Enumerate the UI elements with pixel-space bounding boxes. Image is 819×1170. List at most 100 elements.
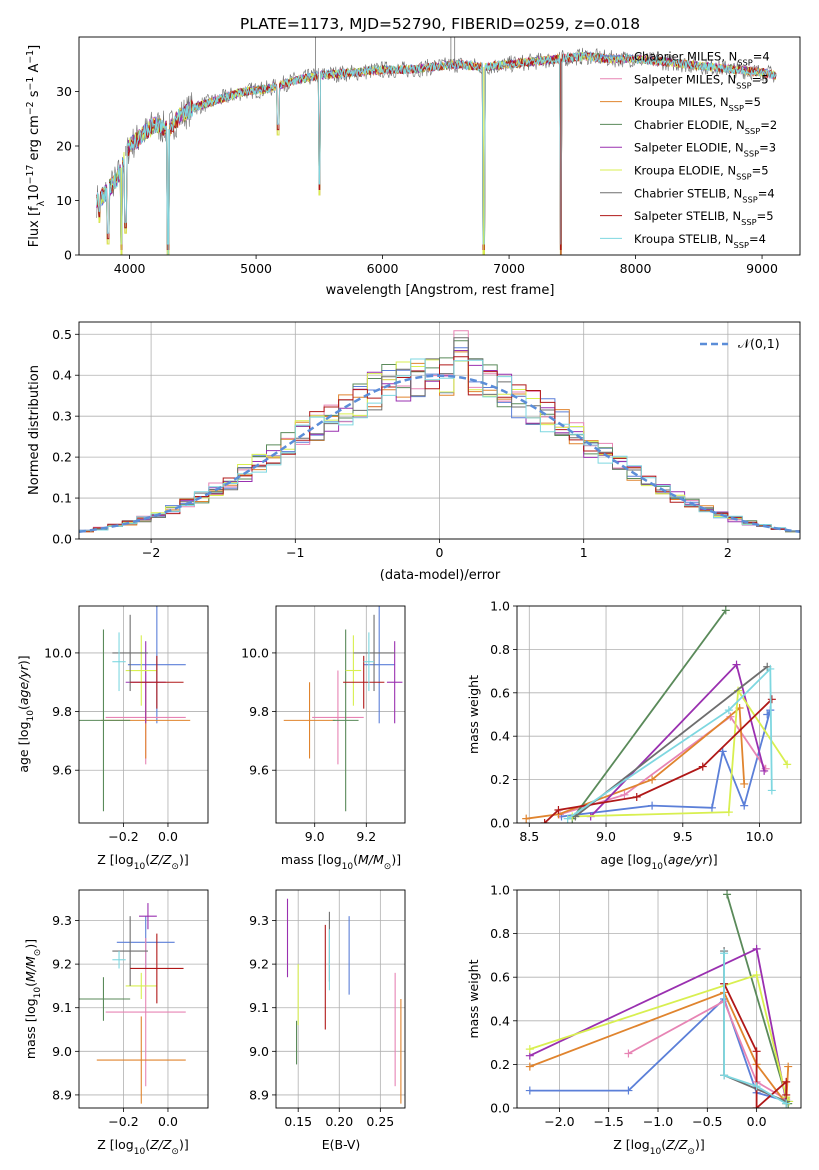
x-tick-label: 0 bbox=[436, 545, 444, 560]
axes-weight-vs-Z: −2.0 −1.5 −1.0 −0.5 0.0 0.0 0.2 0.4 0.6 0.8 1.0 Z [… bbox=[466, 883, 802, 1157]
legend-label-chabrier-miles: Chabrier MILES, NSSP=4 bbox=[634, 50, 770, 68]
histogram-kroupa-stelib bbox=[79, 358, 800, 532]
weight-marker-salpeter-stelib bbox=[782, 1077, 791, 1086]
plot-area-spectrum bbox=[96, 37, 777, 255]
x-tick-label: 0.15 bbox=[284, 1114, 312, 1129]
y-axis-label: mass weight bbox=[466, 675, 481, 754]
y-tick-label: 9.3 bbox=[249, 913, 269, 928]
y-tick-label: 0.5 bbox=[52, 327, 72, 342]
weight-marker-salpeter-elodie bbox=[732, 660, 741, 669]
x-axis-label: age [log10(age/yr)] bbox=[600, 852, 717, 872]
y-tick-label: 0 bbox=[64, 248, 72, 263]
x-tick-label: 8000 bbox=[620, 261, 652, 276]
weight-marker-kroupa-elodie bbox=[724, 808, 733, 817]
y-tick-label: 0.3 bbox=[52, 409, 72, 424]
weight-marker-salpeter-stelib bbox=[554, 805, 563, 814]
weight-marker-kroupa-stelib bbox=[767, 786, 776, 795]
y-tick-label: 0.2 bbox=[52, 450, 72, 465]
weight-marker-kroupa-miles bbox=[648, 775, 657, 784]
weight-marker-kroupa-stelib bbox=[720, 949, 729, 958]
x-tick-label: −2 bbox=[142, 545, 160, 560]
y-tick-label: 0.1 bbox=[52, 491, 72, 506]
plot-area-age-vs-mass bbox=[283, 606, 403, 812]
x-tick-label: 10.0 bbox=[746, 829, 774, 844]
weight-marker-salpeter-stelib bbox=[540, 819, 549, 823]
x-tick-label: −1.0 bbox=[643, 1114, 673, 1129]
x-axis-label: Z [log10(Z/Z⊙)] bbox=[97, 1137, 188, 1157]
x-tick-label: 6000 bbox=[367, 261, 399, 276]
y-tick-label: 0.2 bbox=[490, 1057, 510, 1072]
weight-marker-kroupa-miles bbox=[525, 1062, 534, 1071]
weight-marker-chabrier-miles bbox=[707, 803, 716, 812]
x-tick-label: −2.0 bbox=[544, 1114, 574, 1129]
y-axis-label: mass weight bbox=[466, 959, 481, 1038]
weight-marker-salpeter-stelib bbox=[752, 1104, 761, 1108]
weight-line-salpeter-stelib bbox=[543, 698, 773, 823]
y-tick-label: 0.0 bbox=[52, 532, 72, 547]
y-tick-label: 9.1 bbox=[249, 1000, 269, 1015]
y-tick-label: 8.9 bbox=[249, 1087, 269, 1102]
legend-label-chabrier-elodie: Chabrier ELODIE, NSSP=2 bbox=[634, 118, 777, 136]
weight-marker-salpeter-miles bbox=[620, 790, 629, 799]
x-tick-label: 0.0 bbox=[158, 1114, 178, 1129]
weight-marker-salpeter-stelib bbox=[767, 695, 776, 704]
axes-weight-vs-age: 8.5 9.0 9.5 10.0 0.0 0.2 0.4 0.6 0.8 1.0 age [log1… bbox=[466, 599, 802, 872]
y-tick-label: 9.1 bbox=[52, 1000, 72, 1015]
weight-marker-kroupa-stelib bbox=[766, 664, 775, 673]
plot-area-mass-vs-Z bbox=[79, 903, 186, 1104]
legend-label-salpeter-stelib: Salpeter STELIB, NSSP=5 bbox=[634, 209, 774, 227]
y-tick-label: 0.0 bbox=[490, 816, 510, 831]
weight-marker-salpeter-stelib bbox=[752, 1047, 761, 1056]
weight-marker-chabrier-miles bbox=[624, 1086, 633, 1095]
y-tick-label: 0.4 bbox=[490, 729, 510, 744]
weight-line-salpeter-miles bbox=[627, 999, 787, 1101]
axes-age-vs-mass: 9.0 9.2 9.6 9.8 10.0 mass [log10(M/M⊙)] bbox=[241, 605, 406, 872]
weight-line-kroupa-stelib bbox=[567, 666, 773, 820]
x-tick-label: 9.0 bbox=[596, 829, 616, 844]
x-tick-label: 8.5 bbox=[519, 829, 539, 844]
x-tick-label: 9.5 bbox=[673, 829, 693, 844]
weight-line-chabrier-elodie bbox=[726, 894, 790, 1104]
y-tick-label: 0.4 bbox=[490, 1013, 510, 1028]
axes-frame bbox=[516, 605, 802, 824]
y-tick-label: 0.0 bbox=[490, 1101, 510, 1116]
y-tick-label: 8.9 bbox=[52, 1087, 72, 1102]
y-tick-label: 0.4 bbox=[52, 368, 72, 383]
weight-marker-kroupa-miles bbox=[784, 1062, 793, 1071]
weight-marker-kroupa-stelib bbox=[782, 1099, 791, 1108]
x-tick-label: 2 bbox=[724, 545, 732, 560]
y-tick-label: 0.2 bbox=[490, 772, 510, 787]
weight-marker-kroupa-stelib bbox=[752, 1082, 761, 1091]
weight-marker-chabrier-miles bbox=[648, 801, 657, 810]
weight-marker-kroupa-miles bbox=[740, 779, 749, 788]
axes-mass-vs-Z: −0.2 0.0 8.9 9.0 9.1 9.2 9.3 Z [log10(Z/Z⊙)] mas… bbox=[23, 889, 209, 1157]
y-tick-label: 1.0 bbox=[490, 883, 510, 898]
y-tick-label: 9.6 bbox=[249, 763, 269, 778]
x-tick-label: −1.5 bbox=[594, 1114, 624, 1129]
weight-marker-salpeter-elodie bbox=[760, 766, 769, 775]
x-axis-label: wavelength [Angstrom, rest frame] bbox=[326, 283, 555, 298]
axes-frame bbox=[78, 36, 801, 256]
x-tick-label: 9000 bbox=[746, 261, 778, 276]
x-axis-label: mass [log10(M/M⊙)] bbox=[281, 852, 401, 872]
weight-line-kroupa-miles bbox=[526, 706, 746, 820]
x-tick-label: 9.2 bbox=[356, 829, 376, 844]
plot-area-weight-vs-Z bbox=[525, 890, 794, 1108]
weight-line-chabrier-elodie bbox=[571, 609, 727, 820]
x-axis-label: (data-model)/error bbox=[380, 568, 501, 583]
x-axis-label: Z [log10(Z/Z⊙)] bbox=[613, 1137, 704, 1157]
y-axis-label: Normed distribution bbox=[27, 365, 42, 495]
normal-curve bbox=[79, 374, 800, 534]
axes-frame bbox=[78, 321, 801, 540]
axes-age-vs-Z: −0.2 0.0 9.6 9.8 10.0 Z [log10(Z/Z⊙)] age [log… bbox=[16, 605, 209, 872]
y-tick-label: 1.0 bbox=[490, 599, 510, 614]
weight-marker-kroupa-elodie bbox=[525, 1045, 534, 1054]
y-tick-label: 10 bbox=[56, 193, 72, 208]
y-tick-label: 9.2 bbox=[52, 957, 72, 972]
axes-frame bbox=[78, 889, 209, 1109]
y-axis-label: Flux [fλ10−17 erg cm−2 s−1 A−1] bbox=[25, 45, 47, 247]
plot-area-weight-vs-age bbox=[522, 606, 792, 823]
y-axis-label: mass [log10(M/M⊙)] bbox=[23, 939, 43, 1059]
weight-marker-kroupa-stelib bbox=[724, 706, 733, 715]
axes-frame bbox=[275, 889, 406, 1109]
